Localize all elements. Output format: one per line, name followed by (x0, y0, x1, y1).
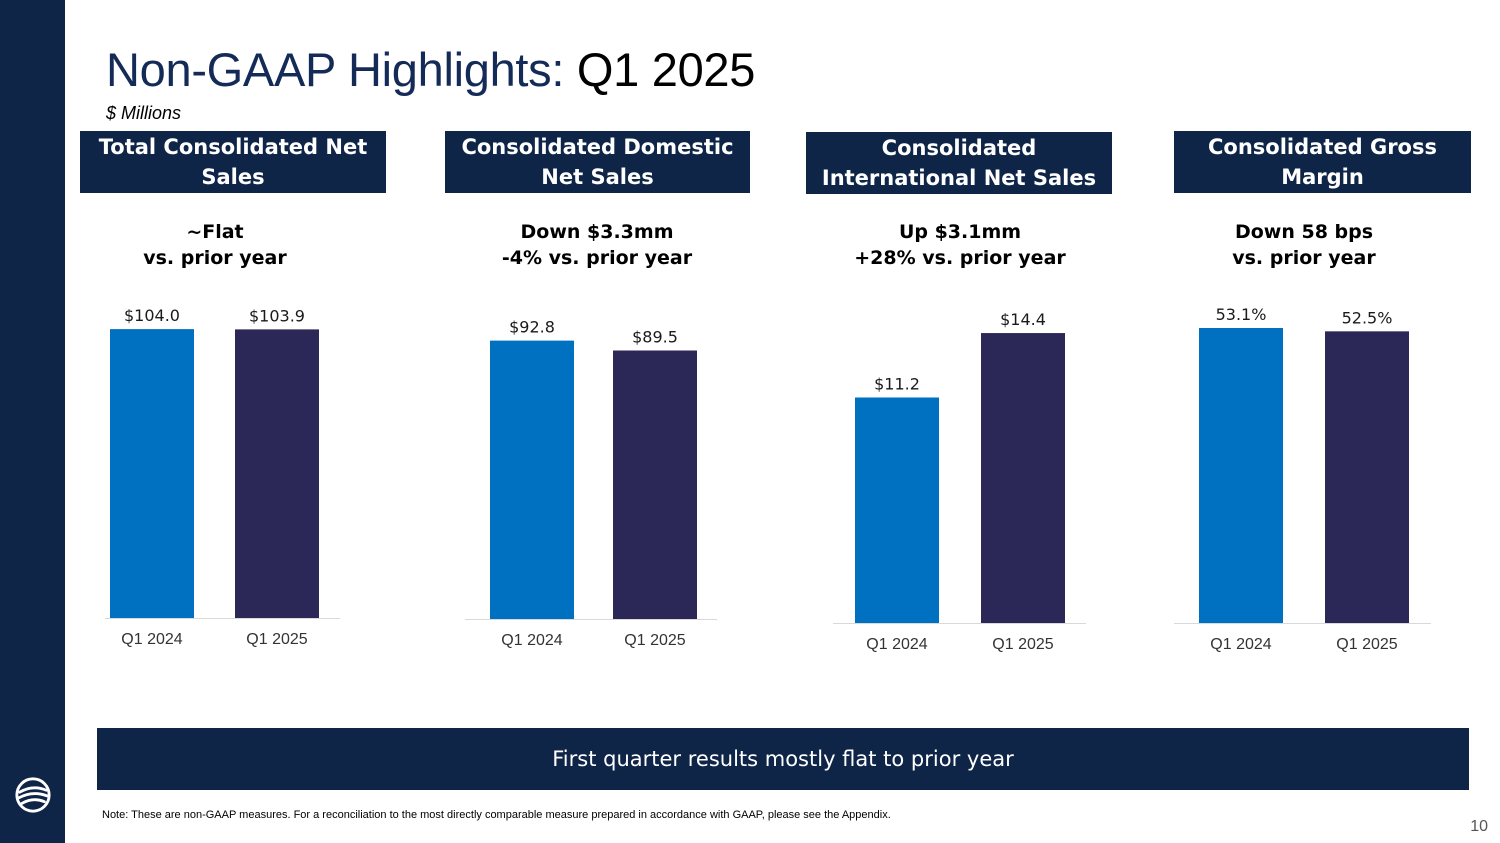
panel-header-international: Consolidated International Net Sales (806, 132, 1112, 194)
x-tick-label: Q1 2025 (624, 632, 685, 649)
summary-banner: First quarter results mostly flat to pri… (97, 728, 1469, 790)
page-number: 10 (1470, 818, 1488, 835)
data-label: $103.9 (249, 306, 305, 325)
panel-change-domestic: Down $3.3mm -4% vs. prior year (467, 219, 727, 271)
data-label: 53.1% (1216, 305, 1267, 324)
globe-swoosh-icon (15, 777, 51, 813)
x-tick-label: Q1 2024 (121, 631, 182, 648)
change-line-1: Down 58 bps (1234, 221, 1374, 243)
change-line-2: +28% vs. prior year (854, 247, 1066, 269)
bar-q1-2025 (235, 329, 319, 618)
panel-header-total: Total Consolidated Net Sales (80, 131, 386, 193)
units-subtitle: $ Millions (106, 103, 182, 123)
bar-q1-2025 (613, 350, 697, 619)
chart-gross-margin: 53.1% Q1 2024 52.5% Q1 2025 (1174, 305, 1431, 653)
panel-change-gross-margin: Down 58 bps vs. prior year (1174, 219, 1434, 271)
x-tick-label: Q1 2024 (866, 636, 927, 653)
data-label: $11.2 (874, 374, 920, 393)
data-label: 52.5% (1342, 308, 1393, 327)
bar-q1-2025 (981, 333, 1065, 623)
footnote: Note: These are non-GAAP measures. For a… (102, 809, 891, 821)
data-label: $89.5 (632, 328, 678, 347)
left-sidebar-band (0, 0, 65, 843)
panel-change-international: Up $3.1mm +28% vs. prior year (830, 219, 1090, 271)
change-line-1: ~Flat (186, 221, 244, 243)
bar-q1-2024 (490, 340, 574, 619)
title-period: Q1 2025 (576, 43, 756, 96)
change-line-2: vs. prior year (1232, 247, 1376, 269)
data-label: $14.4 (1000, 310, 1046, 329)
page-title: Non-GAAP Highlights: Q1 2025 (106, 42, 755, 97)
change-line-1: Down $3.3mm (520, 221, 674, 243)
x-tick-label: Q1 2025 (992, 636, 1053, 653)
change-line-2: vs. prior year (143, 247, 287, 269)
bar-q1-2025 (1325, 331, 1409, 623)
chart-international-net-sales: $11.2 Q1 2024 $14.4 Q1 2025 (833, 310, 1086, 653)
bar-q1-2024 (1199, 328, 1283, 623)
bar-q1-2024 (855, 397, 939, 623)
chart-domestic-net-sales: $92.8 Q1 2024 $89.5 Q1 2025 (465, 318, 717, 649)
x-tick-label: Q1 2024 (501, 632, 562, 649)
x-tick-label: Q1 2025 (1336, 636, 1397, 653)
x-tick-label: Q1 2025 (246, 631, 307, 648)
title-main: Non-GAAP Highlights: (106, 43, 577, 96)
x-tick-label: Q1 2024 (1210, 636, 1271, 653)
panel-header-gross-margin: Consolidated Gross Margin (1174, 131, 1471, 193)
change-line-1: Up $3.1mm (898, 221, 1022, 243)
chart-total-net-sales: $104.0 Q1 2024 $103.9 Q1 2025 (105, 306, 340, 648)
data-label: $104.0 (124, 306, 180, 325)
panel-change-total: ~Flat vs. prior year (85, 219, 345, 271)
data-label: $92.8 (509, 318, 555, 337)
change-line-2: -4% vs. prior year (501, 247, 693, 269)
bar-q1-2024 (110, 329, 194, 618)
panel-header-domestic: Consolidated Domestic Net Sales (445, 131, 750, 193)
